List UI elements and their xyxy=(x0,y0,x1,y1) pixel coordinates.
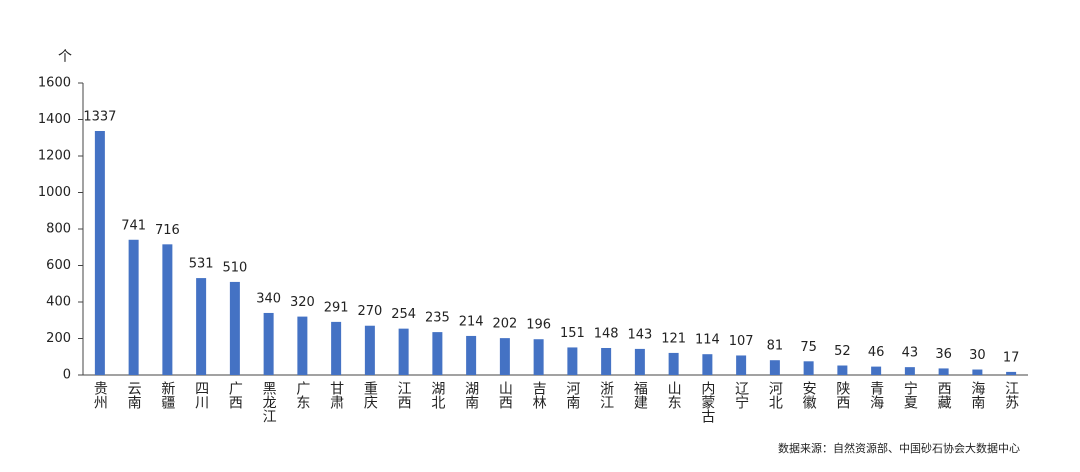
value-label: 320 xyxy=(290,295,315,310)
value-label: 531 xyxy=(189,257,214,272)
y-tick-label: 400 xyxy=(46,295,71,310)
value-label: 148 xyxy=(594,326,619,341)
x-tick-label: 青海 xyxy=(868,381,884,409)
bar xyxy=(533,339,544,375)
bar xyxy=(871,366,882,375)
value-label: 196 xyxy=(526,318,551,333)
value-label: 741 xyxy=(121,218,146,233)
value-label: 510 xyxy=(222,260,247,275)
y-tick-label: 0 xyxy=(63,368,71,383)
bar xyxy=(196,278,207,375)
y-unit: 个 xyxy=(58,49,72,65)
value-label: 202 xyxy=(492,317,517,332)
value-label: 114 xyxy=(695,333,720,348)
y-tick-label: 800 xyxy=(46,222,71,237)
bar xyxy=(601,347,612,375)
x-tick-label: 黑龙江 xyxy=(261,381,277,423)
x-tick-label: 贵州 xyxy=(92,381,108,409)
bar xyxy=(567,347,578,375)
x-tick-label: 云南 xyxy=(126,381,142,409)
value-label: 30 xyxy=(969,348,986,363)
bar xyxy=(837,365,848,375)
bar xyxy=(904,367,915,375)
x-tick-label: 山西 xyxy=(497,381,513,409)
value-label: 270 xyxy=(357,304,382,319)
x-tick-label: 湖北 xyxy=(429,381,445,410)
bar xyxy=(128,239,139,375)
bar xyxy=(364,325,375,375)
x-tick-label: 福建 xyxy=(632,381,648,410)
x-tick-label: 安徽 xyxy=(801,381,817,409)
value-label: 75 xyxy=(800,340,817,355)
x-tick-label: 辽宁 xyxy=(733,381,749,409)
value-label: 52 xyxy=(834,344,851,359)
value-label: 291 xyxy=(324,300,349,315)
value-label: 121 xyxy=(661,331,686,346)
bar xyxy=(803,361,814,375)
x-tick-label: 山东 xyxy=(666,381,682,409)
x-tick-label: 内蒙古 xyxy=(699,381,715,423)
x-tick-label: 西藏 xyxy=(936,381,952,409)
y-tick-label: 200 xyxy=(46,331,71,346)
value-label: 151 xyxy=(560,326,585,341)
bar xyxy=(1006,371,1017,375)
x-tick-label: 陕西 xyxy=(834,381,850,409)
x-tick-label: 广东 xyxy=(294,381,310,409)
x-tick-label: 河北 xyxy=(767,381,783,410)
value-label: 17 xyxy=(1003,350,1020,365)
x-tick-label: 广西 xyxy=(227,381,243,409)
value-label: 235 xyxy=(425,311,450,326)
value-label: 254 xyxy=(391,307,416,322)
y-tick-label: 1000 xyxy=(38,185,71,200)
x-tick-label: 吉林 xyxy=(531,381,547,409)
x-tick-label: 四川 xyxy=(193,381,209,409)
value-label: 107 xyxy=(729,334,754,349)
y-tick-label: 1200 xyxy=(38,149,71,164)
x-tick-label: 湖南 xyxy=(463,381,479,409)
y-tick-label: 1600 xyxy=(38,76,71,91)
x-tick-label: 甘肃 xyxy=(328,381,344,409)
x-tick-label: 新疆 xyxy=(159,381,175,409)
bar xyxy=(94,130,105,375)
value-label: 43 xyxy=(902,346,919,361)
value-label: 36 xyxy=(935,347,952,362)
bar xyxy=(736,355,747,375)
bar xyxy=(432,332,443,375)
bar xyxy=(398,328,409,375)
value-label: 143 xyxy=(627,327,652,342)
bar xyxy=(668,352,679,375)
bar xyxy=(331,321,342,375)
bar xyxy=(769,360,780,375)
value-label: 716 xyxy=(155,223,180,238)
value-label: 81 xyxy=(767,339,784,354)
bar xyxy=(702,354,713,375)
y-tick-label: 600 xyxy=(46,258,71,273)
bar xyxy=(229,281,240,375)
source-note: 数据来源：自然资源部、中国砂石协会大数据中心 xyxy=(778,441,1020,455)
bar xyxy=(297,316,308,375)
value-label: 214 xyxy=(459,314,484,329)
bar xyxy=(466,335,477,375)
bar xyxy=(972,369,983,375)
bar xyxy=(263,312,274,375)
x-tick-label: 河南 xyxy=(564,381,580,409)
x-tick-label: 江西 xyxy=(396,381,412,409)
bar xyxy=(499,338,510,375)
x-tick-label: 浙江 xyxy=(598,381,614,409)
bar xyxy=(634,348,645,375)
bar xyxy=(938,368,949,375)
y-tick-label: 1400 xyxy=(38,112,71,127)
x-tick-label: 宁夏 xyxy=(902,380,918,409)
value-label: 340 xyxy=(256,291,281,306)
bar xyxy=(162,244,173,375)
value-label: 46 xyxy=(868,345,885,360)
x-tick-label: 江苏 xyxy=(1003,381,1019,410)
value-label: 1337 xyxy=(83,109,116,124)
x-tick-label: 海南 xyxy=(969,381,985,409)
x-tick-label: 重庆 xyxy=(362,381,378,409)
